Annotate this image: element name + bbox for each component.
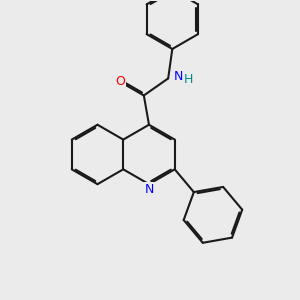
Text: N: N bbox=[144, 183, 154, 196]
Text: H: H bbox=[184, 74, 193, 86]
Text: O: O bbox=[116, 75, 125, 88]
Text: N: N bbox=[173, 70, 183, 83]
